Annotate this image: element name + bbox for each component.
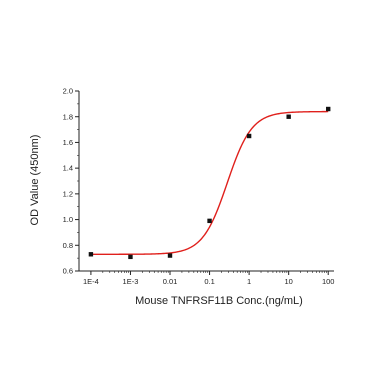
y-tick-label: 1.8 <box>63 112 73 121</box>
data-point <box>207 218 212 224</box>
data-point <box>246 133 252 139</box>
axes <box>78 91 334 272</box>
y-tick-label: 1.6 <box>63 138 73 147</box>
x-ticks: 1E-4 1E-3 0.01 0.1 1 10 100 <box>83 271 334 286</box>
x-tick-label: 10 <box>284 277 292 286</box>
x-axis-title: Mouse TNFRSF11B Conc.(ng/mL) <box>135 295 303 307</box>
data-points <box>88 106 331 260</box>
y-tick-label: 2.0 <box>63 87 73 96</box>
x-tick-label: 0.01 <box>163 277 178 286</box>
y-tick-label: 0.8 <box>63 241 73 250</box>
x-tick-label: 1E-4 <box>83 277 99 286</box>
fit-curve <box>90 110 329 255</box>
y-axis-title: OD Value (450nm) <box>29 135 41 226</box>
x-tick-label: 1E-3 <box>123 277 139 286</box>
x-tick-label: 0.1 <box>204 277 214 286</box>
y-tick-label: 1.0 <box>63 215 73 224</box>
data-point <box>286 114 291 119</box>
data-point <box>128 254 133 260</box>
y-ticks: 0.6 0.8 1.0 1.2 1.4 1.6 1.8 2.0 <box>63 87 79 276</box>
data-point <box>88 252 94 257</box>
y-tick-label: 0.6 <box>63 267 73 276</box>
x-tick-label: 100 <box>322 277 335 286</box>
y-tick-label: 1.2 <box>63 189 73 198</box>
x-tick-label: 1 <box>247 277 251 286</box>
y-tick-label: 1.4 <box>63 164 73 173</box>
data-point <box>167 253 173 258</box>
data-point <box>326 106 331 112</box>
